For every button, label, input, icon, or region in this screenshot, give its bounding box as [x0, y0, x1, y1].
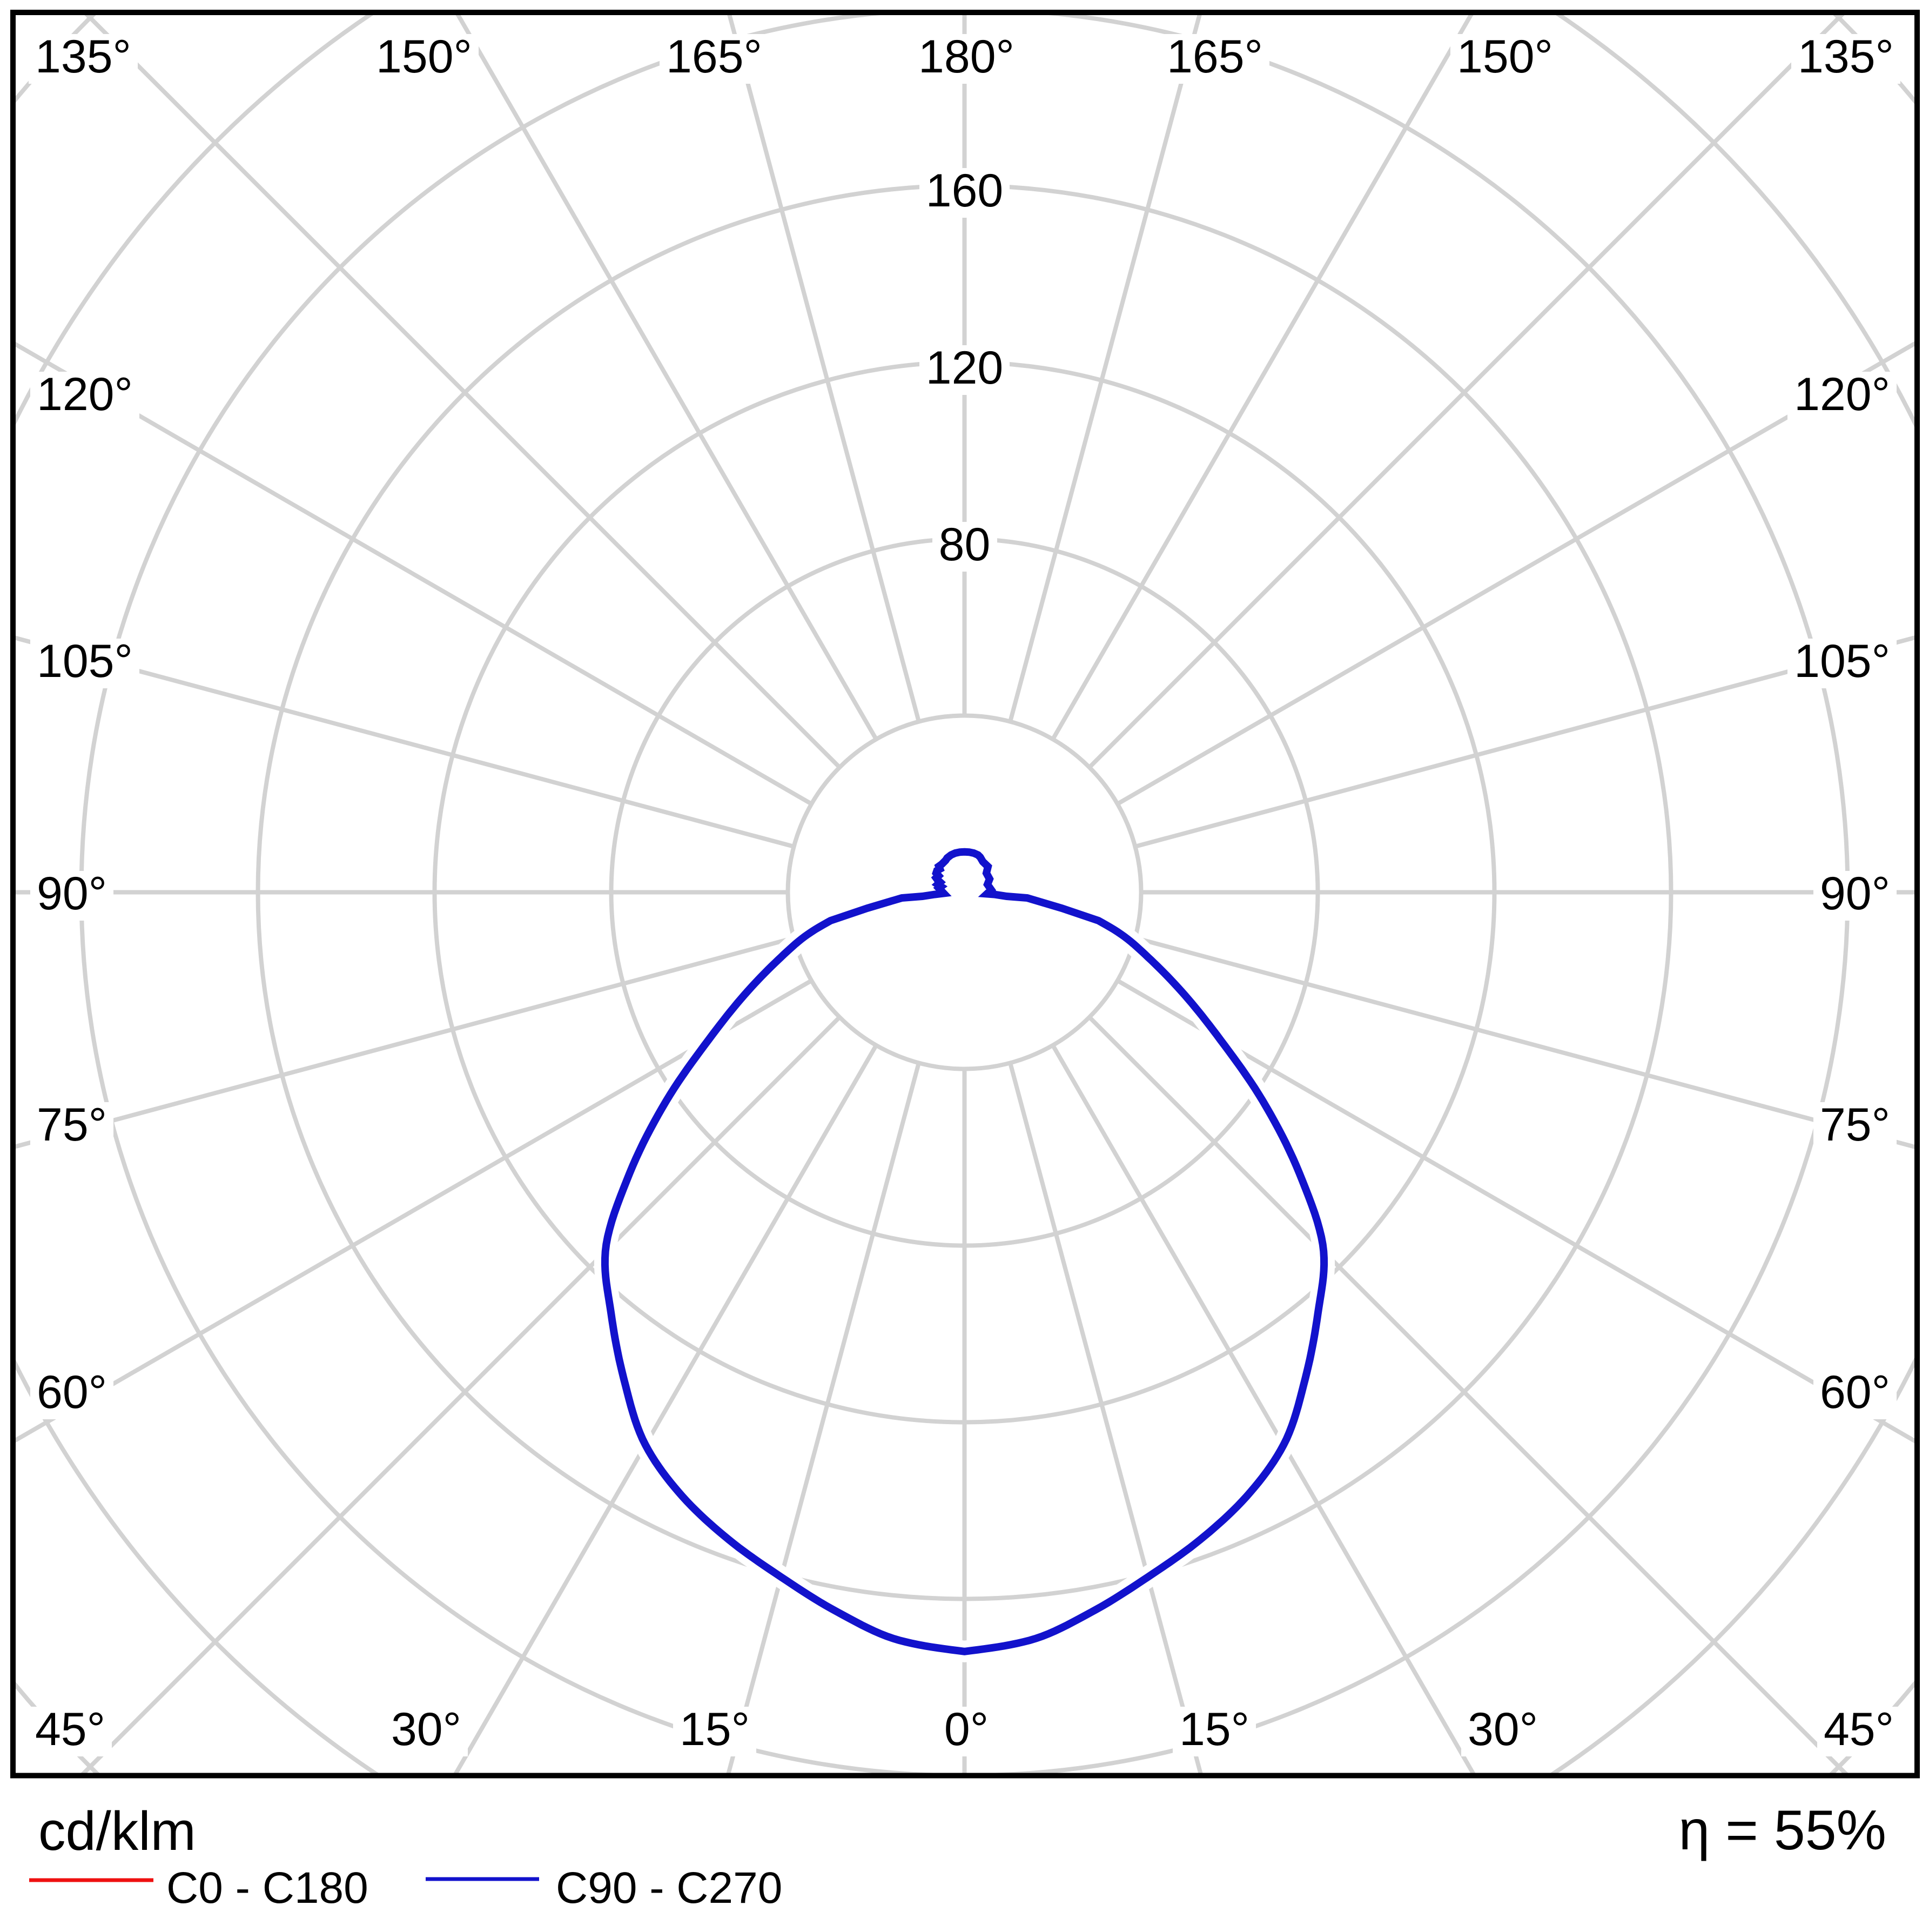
- svg-text:105°: 105°: [1794, 635, 1890, 687]
- svg-text:15°: 15°: [680, 1703, 750, 1755]
- svg-text:135°: 135°: [35, 31, 131, 83]
- svg-text:80: 80: [939, 519, 991, 571]
- svg-text:30°: 30°: [1468, 1703, 1538, 1755]
- svg-text:150°: 150°: [1457, 31, 1553, 83]
- svg-text:120°: 120°: [1794, 368, 1890, 420]
- svg-text:cd/klm: cd/klm: [38, 1801, 196, 1862]
- svg-text:150°: 150°: [376, 31, 472, 83]
- svg-text:C90 - C270: C90 - C270: [556, 1863, 782, 1913]
- svg-text:165°: 165°: [1167, 31, 1263, 83]
- svg-text:60°: 60°: [37, 1366, 107, 1418]
- svg-text:45°: 45°: [1824, 1703, 1894, 1755]
- svg-text:120: 120: [926, 342, 1004, 394]
- svg-text:90°: 90°: [1820, 868, 1890, 920]
- svg-text:160: 160: [926, 165, 1004, 217]
- svg-text:165°: 165°: [666, 31, 762, 83]
- svg-text:120°: 120°: [37, 368, 133, 420]
- svg-text:60°: 60°: [1820, 1366, 1890, 1418]
- svg-text:75°: 75°: [37, 1099, 107, 1151]
- svg-text:η = 55%: η = 55%: [1678, 1799, 1886, 1862]
- svg-text:135°: 135°: [1798, 31, 1894, 83]
- svg-text:105°: 105°: [37, 635, 133, 687]
- svg-text:180°: 180°: [918, 31, 1014, 83]
- svg-text:0°: 0°: [944, 1703, 989, 1755]
- svg-text:30°: 30°: [391, 1703, 461, 1755]
- svg-text:15°: 15°: [1179, 1703, 1249, 1755]
- svg-text:90°: 90°: [37, 868, 107, 920]
- svg-text:C0 - C180: C0 - C180: [166, 1863, 368, 1913]
- svg-text:45°: 45°: [35, 1703, 105, 1755]
- svg-text:75°: 75°: [1820, 1099, 1890, 1151]
